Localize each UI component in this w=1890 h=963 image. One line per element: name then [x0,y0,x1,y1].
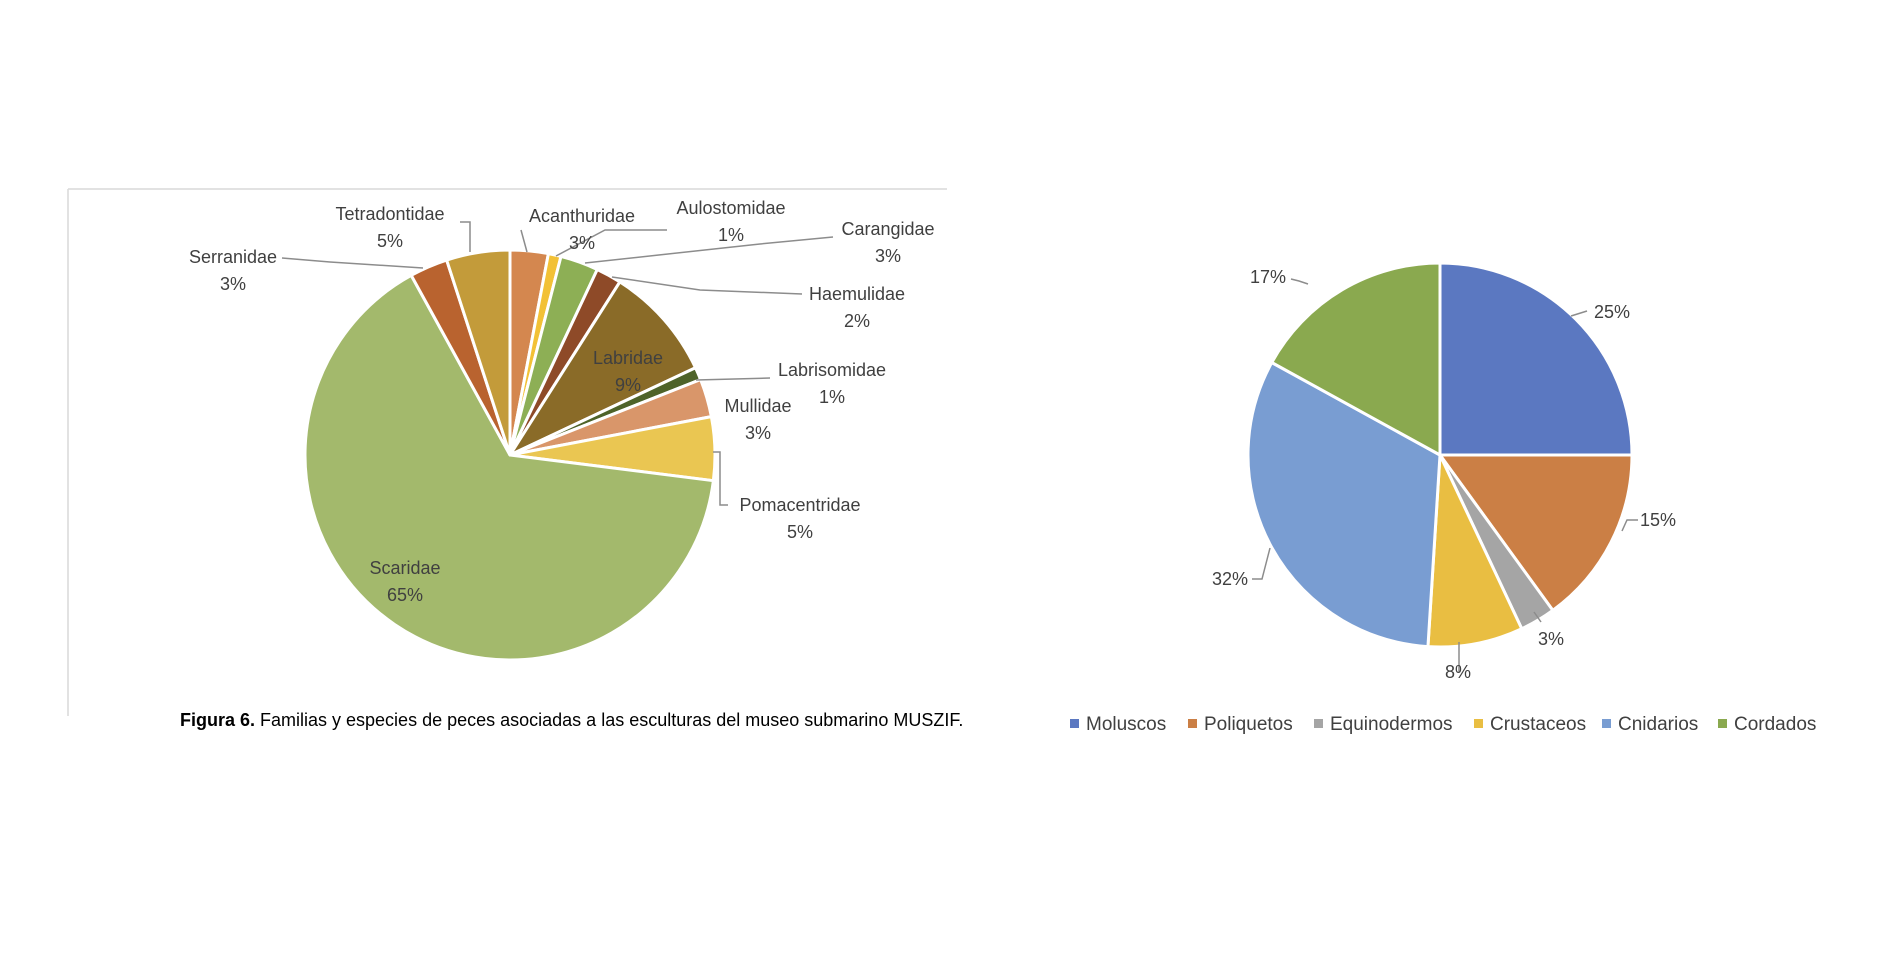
label-serranidae: Serranidae [189,247,277,267]
pct-labridae: 9% [615,375,641,395]
legend-label-cordados: Cordados [1734,714,1816,735]
pct-tetradontidae: 5% [377,231,403,251]
leader-cnidarios [1252,547,1271,580]
pie-slice-poliquetos [1438,453,1634,612]
label-scaridae: Scaridae [369,558,440,578]
pct-labrisomidae: 1% [819,387,845,407]
leader-cordados [1290,278,1309,285]
legend-swatch-poliquetos [1188,719,1197,728]
label-carangidae: Carangidae [841,219,934,239]
chart-2-labels: 25% 15% 3% 8% 32% 17% [1212,267,1676,682]
legend-label-equinodermos: Equinodermos [1330,714,1453,735]
legend-label-moluscos: Moluscos [1086,714,1166,735]
pie-slice-labridae [508,280,697,457]
pct-aulostomidae: 1% [718,225,744,245]
label-haemulidae: Haemulidae [809,284,905,304]
label-pomacentridae: Pomacentridae [739,495,860,515]
chart-1-slices [303,248,717,662]
label-acanthuridae: Acanthuridae [529,206,635,226]
pct-cnidarios: 32% [1212,569,1248,589]
leader-aulostomidae [555,229,667,257]
leader-moluscos [1570,310,1588,317]
label-tetradontidae: Tetradontidae [335,204,444,224]
leader-tetradontidae [460,221,471,252]
legend-swatch-moluscos [1070,719,1079,728]
leader-haemulidae [611,276,803,295]
legend-label-cnidarios: Cnidarios [1618,714,1698,735]
pct-mullidae: 3% [745,423,771,443]
pct-crustaceos: 8% [1445,662,1471,682]
pct-equinodermos: 3% [1538,629,1564,649]
leader-pomacentridae [713,451,728,506]
chart-2-slices [1246,261,1634,649]
legend-label-crustaceos: Crustaceos [1490,714,1586,735]
legend-swatch-cnidarios [1602,719,1611,728]
leader-carangidae [584,236,834,264]
pct-pomacentridae: 5% [787,522,813,542]
leader-labrisomidae [695,377,771,381]
pct-carangidae: 3% [875,246,901,266]
label-labrisomidae: Labrisomidae [778,360,886,380]
legend-swatch-equinodermos [1314,719,1323,728]
pct-serranidae: 3% [220,274,246,294]
leader-serranidae [281,257,424,269]
pct-cordados: 17% [1250,267,1286,287]
pie-slice-cnidarios [1246,361,1442,649]
pie-slice-tetradontidae [445,248,512,457]
caption-text: Familias y especies de peces asociadas a… [255,710,963,730]
leader-poliquetos [1621,519,1638,532]
pie-slice-scaridae [303,273,715,662]
pct-acanthuridae: 3% [569,233,595,253]
pct-moluscos: 25% [1594,302,1630,322]
label-mullidae: Mullidae [724,396,791,416]
caption-bold: Figura 6. [180,710,255,730]
pie-slice-crustaceos [1426,453,1524,649]
pie-slice-moluscos [1438,261,1634,457]
chart-1-leaders [281,221,834,506]
pie-slice-cordados [1270,261,1442,457]
pct-poliquetos: 15% [1640,510,1676,530]
figure-caption: Figura 6. Familias y especies de peces a… [180,710,963,730]
pct-haemulidae: 2% [844,311,870,331]
legend-swatch-cordados [1718,719,1727,728]
leader-acanthuridae [520,229,528,253]
chart-2-leaders [1252,278,1638,672]
pct-scaridae: 65% [387,585,423,605]
chart-1-labels: Tetradontidae 5% Serranidae 3% Acanthuri… [189,198,935,605]
label-aulostomidae: Aulostomidae [676,198,785,218]
legend-label-poliquetos: Poliquetos [1204,714,1293,735]
legend-swatch-crustaceos [1474,719,1483,728]
leader-equinodermos [1533,611,1542,623]
label-labridae: Labridae [593,348,663,368]
chart-2-legend: Moluscos Poliquetos Equinodermos Crustac… [1070,714,1816,735]
